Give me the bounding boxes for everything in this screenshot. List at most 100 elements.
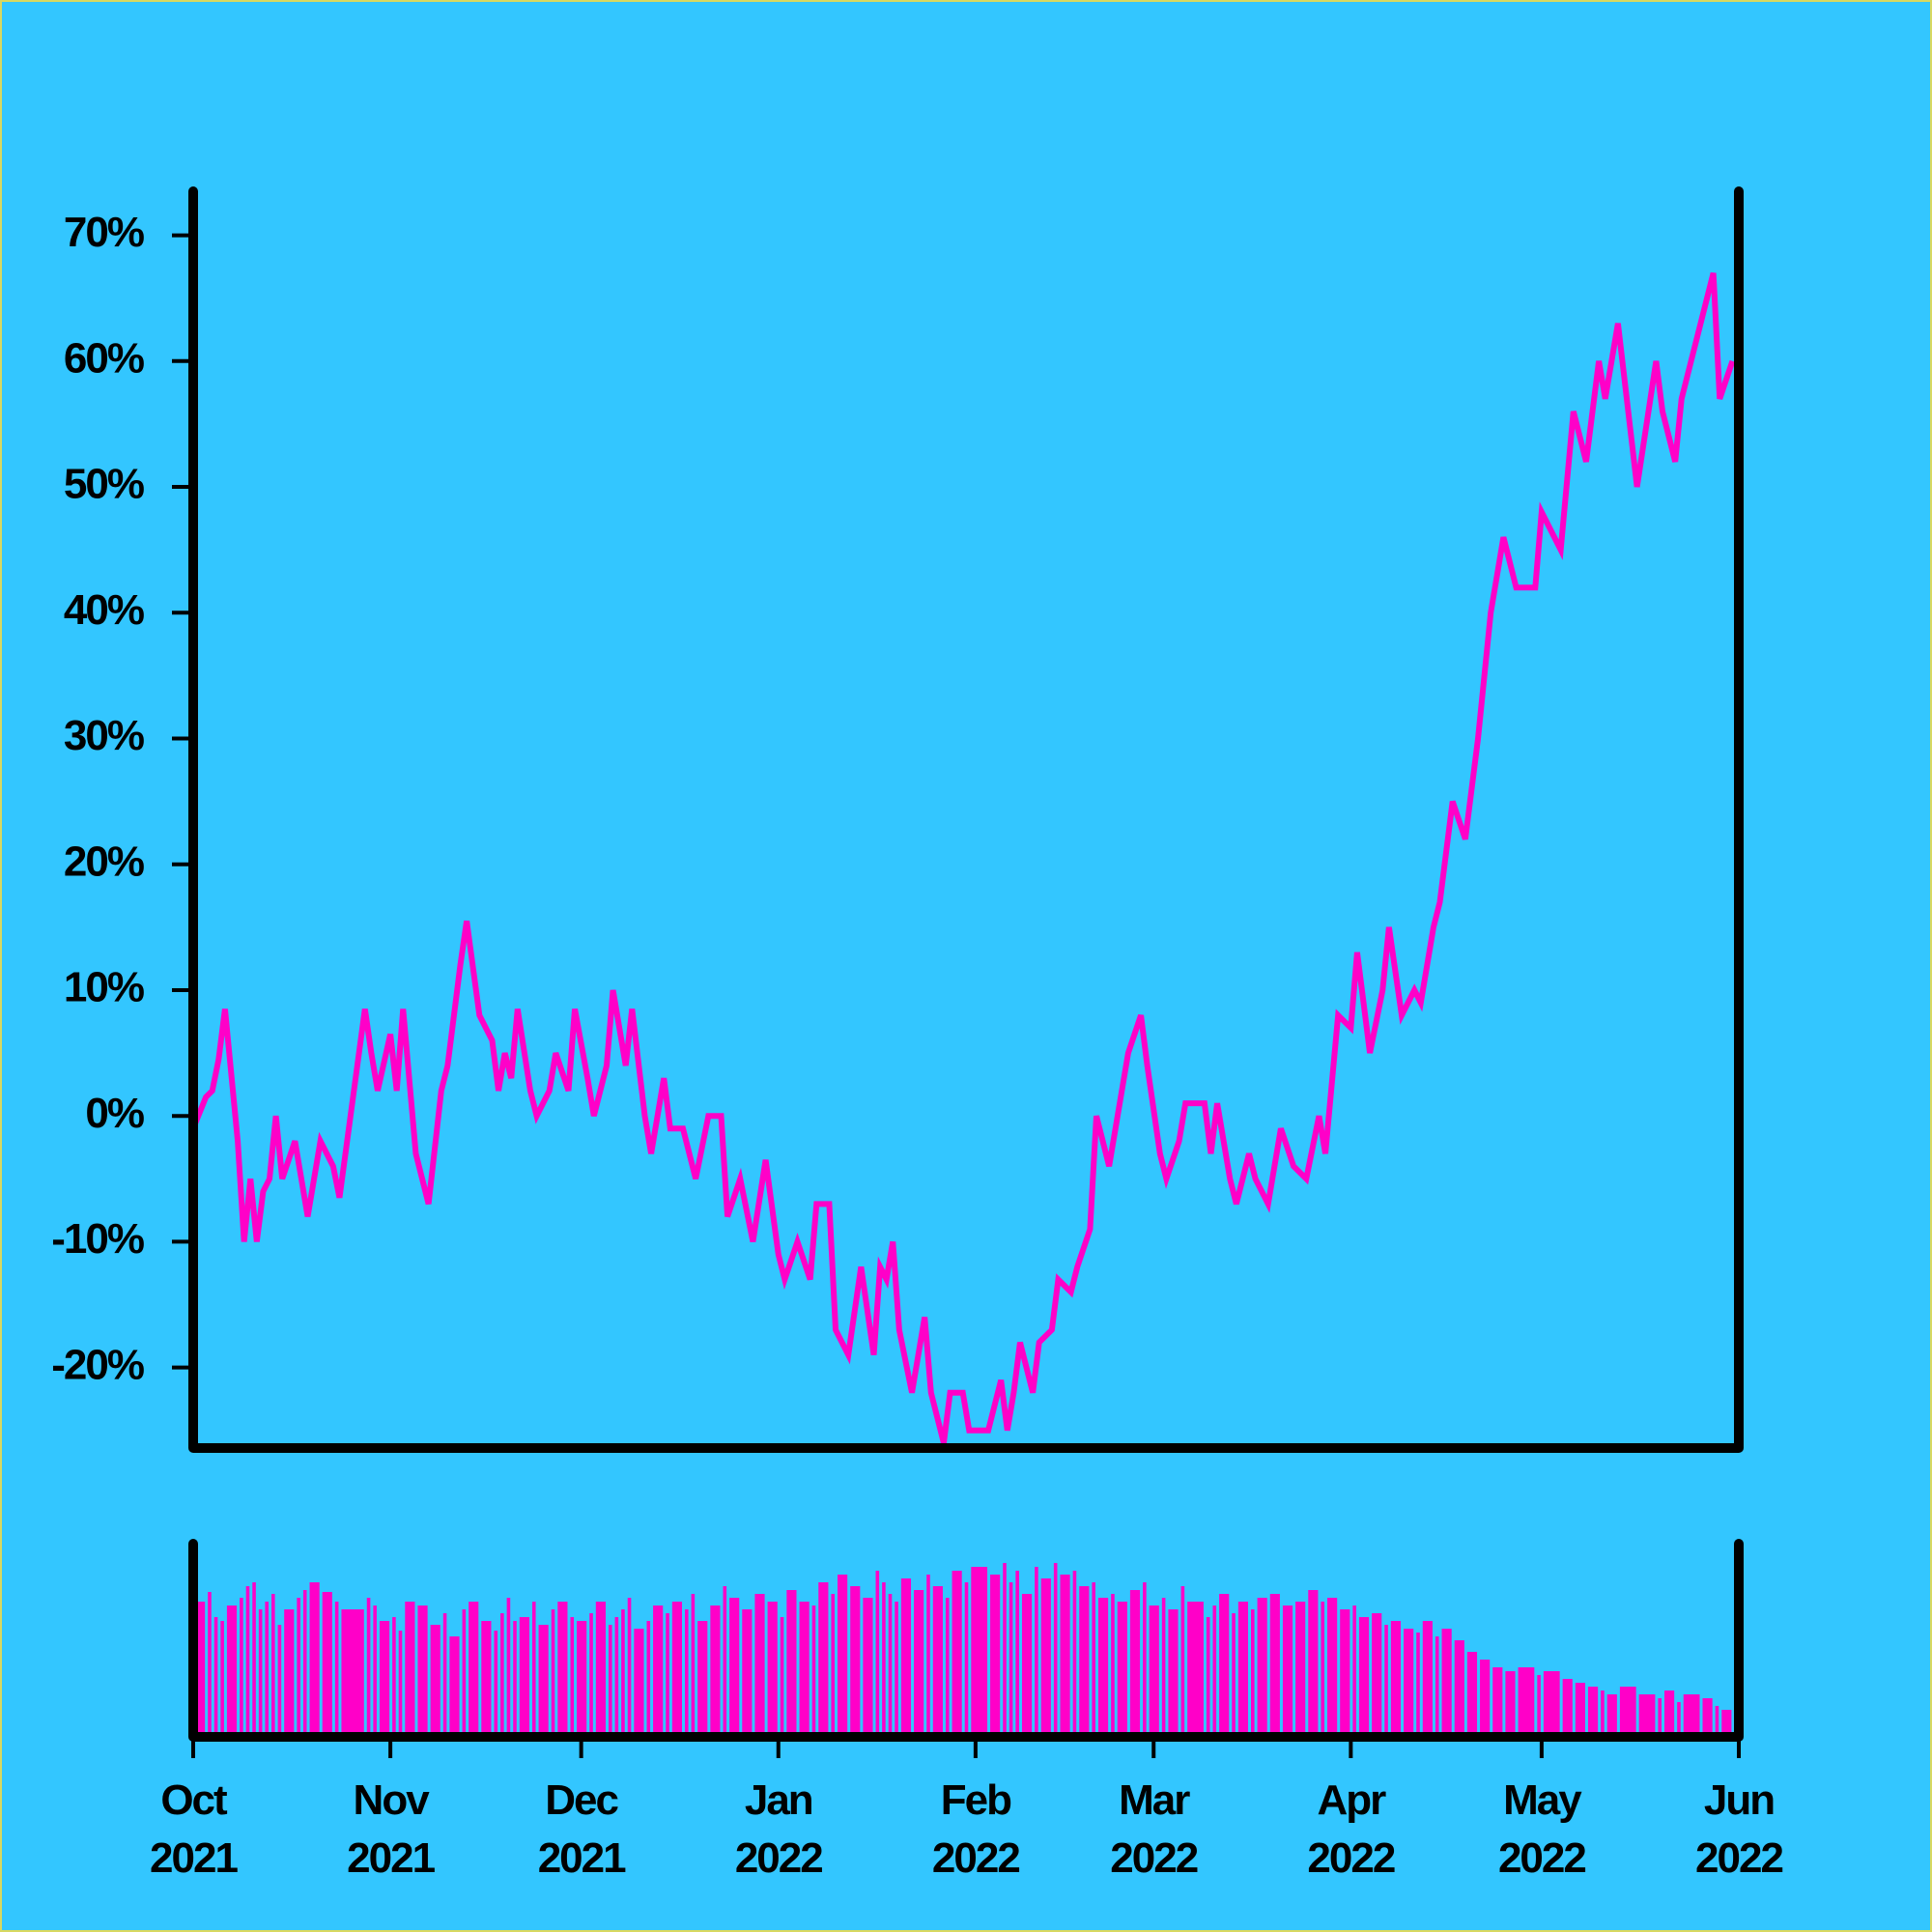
y-tick-label: 70%: [64, 209, 144, 256]
volume-bar: [1404, 1629, 1414, 1737]
x-tick-label: Oct 2021: [150, 1776, 238, 1882]
volume-bar: [577, 1621, 587, 1737]
volume-bar: [691, 1594, 696, 1737]
x-tick-label-line: 2022: [932, 1834, 1019, 1882]
volume-bar: [1683, 1694, 1700, 1737]
volume-bar: [213, 1617, 218, 1737]
volume-bar: [1466, 1652, 1478, 1737]
x-tick-label-line: Mar: [1119, 1776, 1190, 1824]
volume-bar: [608, 1625, 612, 1737]
volume-bar: [1543, 1671, 1560, 1737]
volume-bar: [971, 1567, 988, 1737]
volume-bar: [1060, 1575, 1070, 1737]
volume-bar: [1505, 1671, 1516, 1737]
volume-bar: [1352, 1605, 1356, 1737]
x-tick-label-line: 2021: [538, 1834, 626, 1882]
volume-bar: [1161, 1598, 1166, 1737]
line: [190, 271, 1736, 1444]
volume-bar: [277, 1625, 282, 1737]
volume-bar: [373, 1605, 377, 1737]
y-tick-label: -10%: [51, 1215, 144, 1263]
volume-bar: [481, 1621, 492, 1737]
axis-frame: [188, 186, 1744, 1453]
x-tick-label-line: May: [1503, 1776, 1582, 1824]
volume-bar: [1097, 1598, 1109, 1737]
volume-bar: [1638, 1694, 1656, 1737]
x-tick-label: Feb 2022: [932, 1776, 1019, 1882]
volume-bar: [366, 1598, 371, 1737]
volume-bar: [627, 1598, 632, 1737]
x-tick-label-line: Oct: [160, 1776, 228, 1824]
x-tick-label-line: Nov: [354, 1776, 431, 1824]
x-tick-label-line: Feb: [941, 1776, 1011, 1824]
volume-bar: [1321, 1602, 1325, 1737]
volume-bar: [417, 1605, 428, 1737]
volume-bar: [1053, 1563, 1058, 1737]
volume-bar: [964, 1582, 969, 1737]
volume-bar: [1295, 1602, 1306, 1737]
volume-bar: [742, 1609, 753, 1737]
volume-bar: [1587, 1687, 1599, 1737]
volume-bar: [1129, 1590, 1141, 1737]
volume-bar: [1454, 1640, 1464, 1737]
volume-bar: [1518, 1667, 1535, 1737]
volume-bar: [449, 1636, 460, 1737]
volume-bar: [469, 1602, 479, 1737]
volume-bar: [1015, 1571, 1019, 1737]
volume-bar: [1009, 1582, 1013, 1737]
volume-bar: [1677, 1702, 1681, 1737]
volume-bar: [1384, 1625, 1388, 1737]
volume-bar: [531, 1602, 536, 1737]
volume-bar: [945, 1598, 950, 1737]
volume-bar: [1422, 1621, 1433, 1737]
volume-bar: [1537, 1675, 1541, 1737]
x-tick-label: Mar 2022: [1110, 1776, 1197, 1882]
volume-bar: [1606, 1694, 1617, 1737]
volume-bar: [513, 1621, 517, 1737]
volume-bar: [1092, 1582, 1095, 1737]
volume-bar: [1327, 1598, 1338, 1737]
volume-bar: [914, 1590, 924, 1737]
volume-bar: [462, 1609, 467, 1737]
volume-bar: [646, 1621, 651, 1737]
volume-bar: [1206, 1617, 1210, 1737]
volume-bar: [595, 1602, 606, 1737]
volume-bar: [811, 1605, 816, 1737]
y-tick-label: 10%: [64, 964, 144, 1011]
volume-bar: [1269, 1594, 1280, 1737]
volume-bar: [1251, 1609, 1255, 1737]
volume-bar: [754, 1594, 765, 1737]
volume-bar: [1390, 1621, 1402, 1737]
volume-bar: [1619, 1687, 1636, 1737]
volume-bar: [398, 1631, 403, 1737]
volume-bar: [430, 1625, 440, 1737]
volume-bar: [671, 1602, 682, 1737]
volume-bar: [258, 1609, 263, 1737]
x-tick-label: Jun 2022: [1695, 1776, 1782, 1882]
volume-bar: [1308, 1590, 1319, 1737]
volume-bar: [710, 1605, 721, 1737]
volume-bar: [863, 1598, 873, 1737]
volume-bar: [226, 1605, 238, 1737]
volume-bar: [875, 1571, 880, 1737]
volume-bar: [767, 1602, 778, 1737]
volume-bar: [1232, 1613, 1236, 1737]
volume-bar: [1358, 1617, 1370, 1737]
volume-bar: [1441, 1629, 1452, 1737]
volume-bar: [195, 1602, 206, 1737]
x-tick-label: Apr 2022: [1307, 1776, 1394, 1882]
volume-bar: [1219, 1594, 1230, 1737]
volume-bar: [850, 1586, 861, 1737]
volume-bar: [1111, 1594, 1115, 1737]
volume-bar: [265, 1602, 270, 1737]
volume-bar: [1072, 1571, 1077, 1737]
volume-bar: [1721, 1710, 1732, 1737]
volume-bar: [1187, 1602, 1204, 1737]
x-tick-label-line: 2022: [1110, 1834, 1197, 1882]
volume-bar: [240, 1598, 243, 1737]
volume-bar: [1702, 1698, 1713, 1737]
volume-bar: [334, 1602, 339, 1737]
x-tick-label-line: 2022: [1307, 1834, 1394, 1882]
volume-bar: [494, 1631, 498, 1737]
